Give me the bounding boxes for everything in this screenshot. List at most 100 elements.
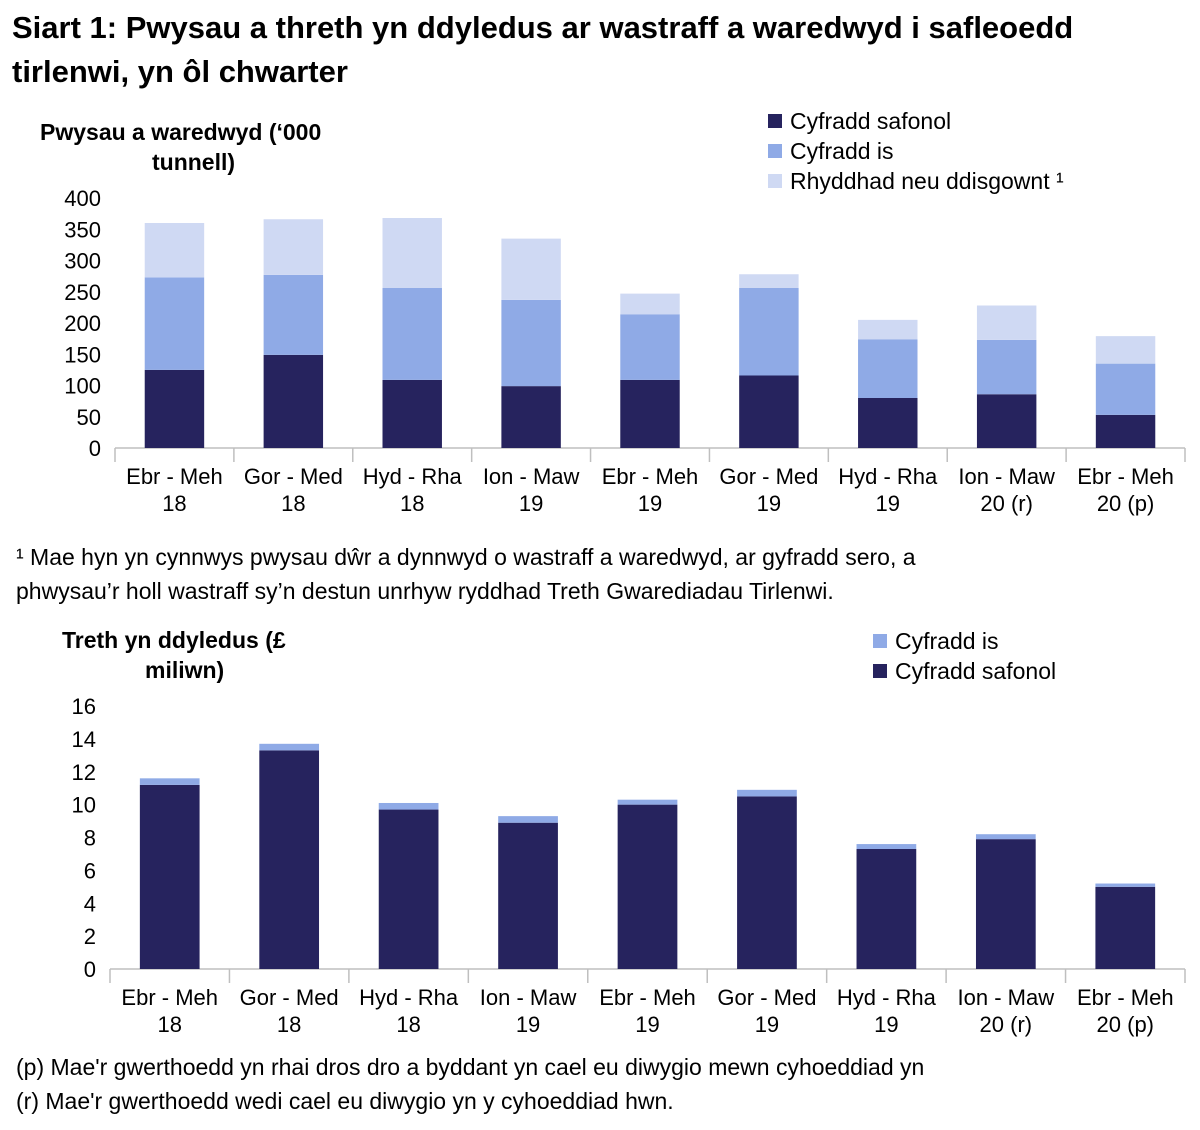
- y-tick-label: 50: [77, 405, 101, 430]
- bar-lower: [144, 277, 205, 370]
- bar-standard: [501, 386, 561, 448]
- weight-chart: Pwysau a waredwyd (‘000 tunnell) 0 50 100 150…: [40, 108, 1186, 516]
- x-tick-label: Ebr - Meh: [599, 985, 696, 1010]
- legend-swatch: [768, 114, 782, 128]
- bar-lower: [975, 834, 1036, 840]
- x-tick-label: Ebr - Meh: [126, 464, 223, 489]
- y-tick-label: 400: [64, 186, 101, 211]
- y-tick-label: 4: [84, 891, 96, 916]
- bar-standard: [1095, 414, 1156, 448]
- legend-swatch: [768, 144, 782, 158]
- x-tick-label: Ebr - Meh: [602, 464, 699, 489]
- x-tick-label: Ion - Maw: [483, 464, 580, 489]
- legend-swatch: [768, 174, 782, 188]
- bar-lower: [1095, 363, 1156, 415]
- x-tick-label: 19: [516, 1012, 540, 1037]
- x-tick-label: Gor - Med: [240, 985, 339, 1010]
- bar-lower: [501, 299, 561, 387]
- x-tick-label: 18: [162, 491, 186, 516]
- y-axis-title-line: Pwysau a waredwyd (‘000: [40, 119, 321, 145]
- tax-chart: Treth yn ddyledus (£ miliwn) 0 2 4 6 8 10 12 14 16…: [62, 627, 1186, 1037]
- x-tick-label: Gor - Med: [717, 985, 816, 1010]
- y-tick-label: 16: [72, 694, 96, 719]
- x-tick-label: Ebr - Meh: [1077, 464, 1174, 489]
- bar-lower: [498, 816, 558, 823]
- y-tick-label: 12: [72, 760, 96, 785]
- note-provisional: (p) Mae'r gwerthoedd yn rhai dros dro a …: [16, 1054, 925, 1080]
- x-tick-label: Ebr - Meh: [121, 985, 218, 1010]
- x-tick-label: Ion - Maw: [958, 464, 1055, 489]
- bar-standard: [263, 354, 324, 448]
- x-tick-label: Ion - Maw: [958, 985, 1055, 1010]
- bar-lower: [263, 274, 324, 355]
- bar-lower: [139, 778, 200, 785]
- y-tick-label: 350: [64, 217, 101, 242]
- y-tick-label: 0: [89, 436, 101, 461]
- bar-lower: [858, 339, 918, 398]
- bar-standard: [737, 796, 797, 969]
- bar-relief: [976, 305, 1037, 340]
- bar-standard: [856, 849, 917, 969]
- y-axis-title-line: Treth yn ddyledus (£: [62, 627, 286, 653]
- bar-relief: [263, 219, 324, 275]
- legend-label: Cyfradd safonol: [790, 108, 951, 134]
- bar-lower: [382, 288, 442, 380]
- bar-standard: [498, 822, 558, 969]
- x-tick-label: Hyd - Rha: [838, 464, 938, 489]
- footnote-1-line-2: phwysau’r holl wastraff sy’n destun unrh…: [16, 578, 834, 604]
- bar-lower: [856, 844, 917, 850]
- bar-lower: [617, 799, 678, 805]
- x-tick-label: Ion - Maw: [480, 985, 577, 1010]
- bar-standard: [975, 839, 1036, 969]
- bar-lower: [976, 339, 1037, 395]
- x-tick-label: Hyd - Rha: [837, 985, 937, 1010]
- bar-relief: [1095, 336, 1156, 364]
- legend-label: Rhyddhad neu ddisgownt ¹: [790, 168, 1064, 194]
- legend-label: Cyfradd safonol: [895, 658, 1056, 684]
- legend-label: Cyfradd is: [895, 628, 999, 654]
- bar-relief: [501, 238, 561, 300]
- legend-label: Cyfradd is: [790, 138, 894, 164]
- x-tick-label: 19: [635, 1012, 659, 1037]
- bar-standard: [139, 784, 200, 969]
- x-tick-label: 19: [638, 491, 662, 516]
- y-tick-label: 150: [64, 342, 101, 367]
- bar-lower: [739, 288, 799, 376]
- bar-standard: [1095, 886, 1156, 969]
- footnote-1-line-1: ¹ Mae hyn yn cynnwys pwysau dŵr a dynnwy…: [16, 544, 916, 570]
- chart-title: Siart 1: Pwysau a threth yn ddyledus ar …: [12, 10, 1074, 89]
- bar-standard: [620, 379, 680, 448]
- bar-relief: [739, 274, 799, 288]
- y-tick-label: 250: [64, 280, 101, 305]
- x-tick-label: 20 (r): [980, 491, 1033, 516]
- bar-lower: [620, 314, 680, 380]
- x-tick-label: 20 (p): [1097, 491, 1154, 516]
- y-tick-label: 8: [84, 826, 96, 851]
- y-tick-label: 2: [84, 924, 96, 949]
- x-tick-label: Hyd - Rha: [359, 985, 459, 1010]
- x-tick-label: 18: [157, 1012, 181, 1037]
- x-tick-label: Gor - Med: [719, 464, 818, 489]
- y-tick-label: 100: [64, 374, 101, 399]
- bar-lower: [737, 789, 797, 797]
- bar-lower: [1095, 883, 1156, 887]
- bar-relief: [144, 223, 205, 278]
- x-tick-label: Ebr - Meh: [1077, 985, 1174, 1010]
- bar-standard: [617, 804, 678, 969]
- note-revised: (r) Mae'r gwerthoedd wedi cael eu diwygi…: [16, 1088, 674, 1114]
- y-axis-title-line: miliwn): [145, 657, 224, 683]
- bar-standard: [378, 809, 439, 969]
- bar-relief: [382, 218, 442, 288]
- bar-standard: [144, 369, 205, 448]
- y-tick-label: 300: [64, 249, 101, 274]
- bar-relief: [620, 293, 680, 315]
- x-tick-label: 20 (p): [1097, 1012, 1154, 1037]
- bar-standard: [976, 394, 1037, 448]
- y-tick-label: 14: [72, 727, 96, 752]
- x-tick-label: 18: [281, 491, 305, 516]
- bar-standard: [858, 398, 918, 448]
- y-tick-label: 6: [84, 858, 96, 883]
- bar-lower: [378, 802, 439, 810]
- y-tick-label: 10: [72, 793, 96, 818]
- bar-standard: [739, 375, 799, 448]
